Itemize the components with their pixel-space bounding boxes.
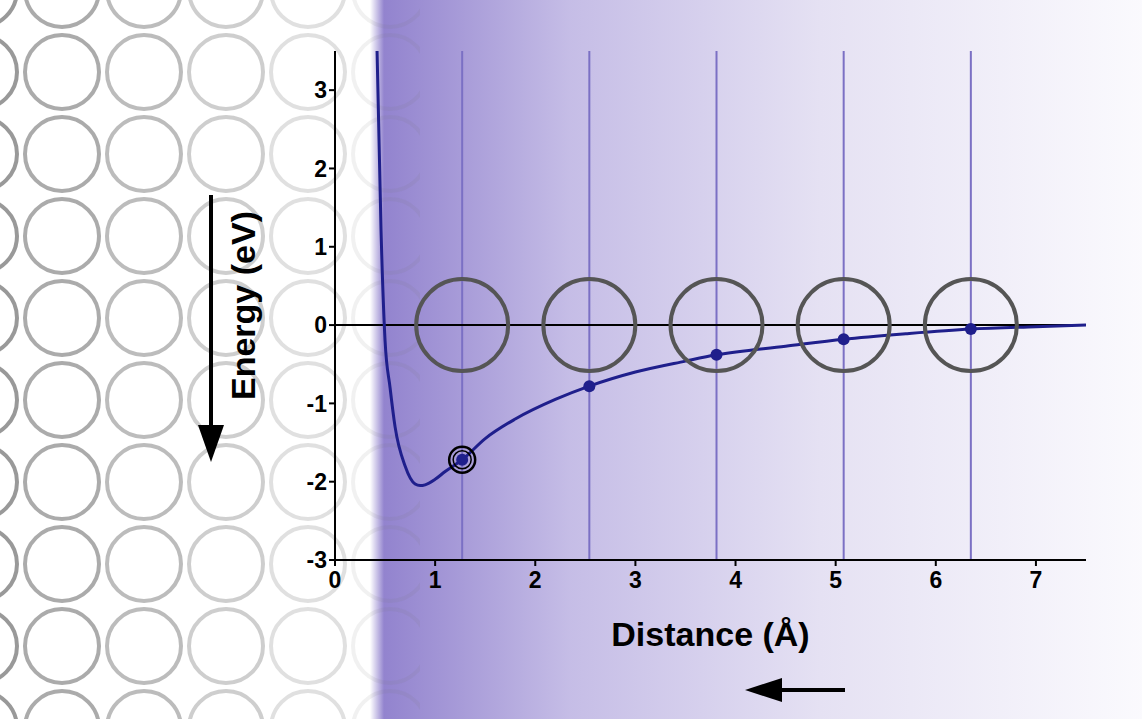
svg-text:5: 5 bbox=[829, 567, 842, 593]
svg-text:0: 0 bbox=[329, 567, 342, 593]
svg-text:-3: -3 bbox=[307, 547, 327, 573]
svg-text:-2: -2 bbox=[307, 469, 327, 495]
svg-text:4: 4 bbox=[729, 567, 742, 593]
svg-text:3: 3 bbox=[629, 567, 642, 593]
svg-text:0: 0 bbox=[314, 312, 327, 338]
svg-text:2: 2 bbox=[314, 156, 327, 182]
svg-text:1: 1 bbox=[314, 234, 327, 260]
svg-text:-1: -1 bbox=[307, 391, 328, 417]
svg-text:1: 1 bbox=[429, 567, 442, 593]
svg-text:2: 2 bbox=[529, 567, 542, 593]
svg-text:Distance (Å): Distance (Å) bbox=[611, 615, 809, 653]
svg-text:Energy (eV): Energy (eV) bbox=[224, 211, 262, 400]
svg-text:6: 6 bbox=[929, 567, 942, 593]
svg-text:3: 3 bbox=[314, 77, 327, 103]
svg-text:7: 7 bbox=[1030, 567, 1043, 593]
